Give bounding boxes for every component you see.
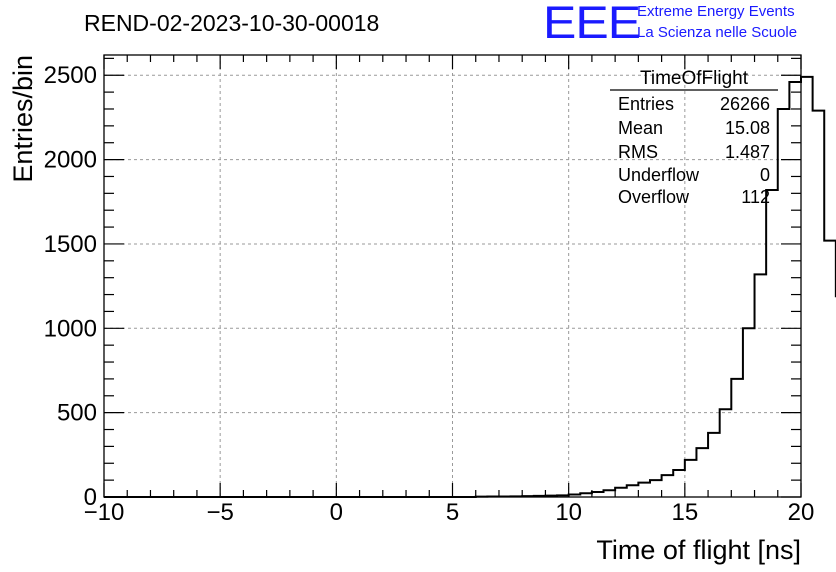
stats-value-underflow: 0: [760, 165, 770, 185]
x-tick-label: 10: [555, 499, 582, 526]
y-tick-label: 0: [84, 484, 97, 511]
stats-label-overflow: Overflow: [618, 187, 690, 207]
x-tick-label: −5: [206, 499, 233, 526]
stats-value-rms: 1.487: [725, 142, 770, 162]
org-name-line: Extreme Energy Events: [637, 3, 795, 20]
plot-title: REND-02-2023-10-30-00018: [84, 10, 380, 36]
x-axis-label: Time of flight [ns]: [596, 535, 801, 565]
stats-box-title: TimeOfFlight: [640, 68, 749, 89]
org-subtitle-line: La Scienza nelle Scuole: [637, 24, 798, 41]
x-tick-label: 20: [788, 499, 815, 526]
histogram-step-line: [104, 75, 836, 498]
y-axis-label: Entries/bin: [8, 55, 38, 183]
x-tick-label: 0: [330, 499, 343, 526]
histogram-series: [104, 75, 836, 498]
stats-value-entries: 26266: [720, 94, 770, 114]
stats-value-overflow: 112: [741, 187, 770, 207]
y-tick-label: 500: [57, 400, 97, 427]
stats-label-mean: Mean: [618, 118, 663, 138]
axis-ticks: [103, 55, 802, 498]
stats-label-underflow: Underflow: [618, 165, 700, 185]
x-tick-label: 5: [446, 499, 459, 526]
stats-value-mean: 15.08: [725, 118, 770, 138]
x-tick-label: 15: [671, 499, 698, 526]
grid-lines: [104, 55, 801, 497]
y-tick-labels: 0 500 1000 1500 2000 2500: [44, 62, 97, 511]
stats-label-rms: RMS: [618, 142, 658, 162]
stats-label-entries: Entries: [618, 94, 674, 114]
x-tick-label: −10: [84, 499, 125, 526]
plot-frame: [103, 54, 802, 498]
y-tick-label: 2500: [44, 62, 97, 89]
y-tick-label: 1000: [44, 315, 97, 342]
y-tick-label: 1500: [44, 231, 97, 258]
x-tick-labels: −10 −5 0 5 10 15 20: [84, 499, 815, 526]
stats-box: TimeOfFlight Entries 26266 Mean 15.08 RM…: [610, 68, 778, 207]
y-tick-label: 2000: [44, 147, 97, 174]
eee-logo: EEE: [543, 0, 641, 48]
